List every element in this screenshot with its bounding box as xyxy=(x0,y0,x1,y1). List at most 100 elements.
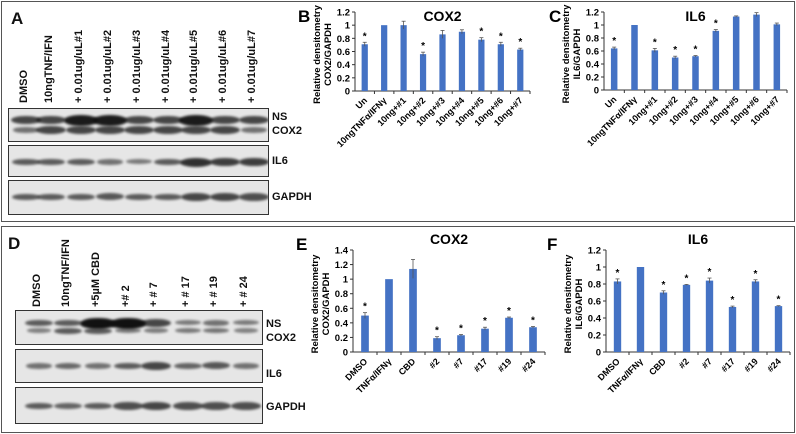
y-tick-label: 0.8 xyxy=(586,34,599,45)
y-tick-label: 0 xyxy=(345,87,350,98)
y-tick-label: 1 xyxy=(343,275,349,286)
significance-marker: * xyxy=(662,280,666,291)
band xyxy=(25,402,53,410)
band xyxy=(11,116,41,124)
panel-letter-d: D xyxy=(8,234,21,253)
bar xyxy=(481,328,489,352)
y-tick-label: 0.2 xyxy=(586,73,599,84)
significance-marker: * xyxy=(708,267,712,278)
x-tick-label: #17 xyxy=(719,356,737,374)
y-tick-label: 0.2 xyxy=(588,331,601,342)
band xyxy=(54,402,82,409)
band xyxy=(13,127,39,133)
significance-marker: * xyxy=(531,316,535,327)
bar xyxy=(705,280,714,352)
y-tick-label: 0.2 xyxy=(337,73,350,84)
panel-letter: E xyxy=(296,235,307,254)
y-axis-label: COX2/GAPDH xyxy=(321,272,332,335)
band xyxy=(66,126,96,134)
panel-letter: F xyxy=(547,235,557,254)
bottom-panel-frame xyxy=(1,226,795,433)
significance-marker: * xyxy=(714,19,718,30)
significance-marker: * xyxy=(777,295,781,306)
x-tick-label: #7 xyxy=(700,356,714,370)
blot-gapdh xyxy=(15,387,263,424)
band xyxy=(238,157,268,167)
band xyxy=(125,193,153,201)
significance-marker: * xyxy=(653,37,657,48)
band xyxy=(26,363,52,369)
band xyxy=(179,115,213,126)
band xyxy=(84,402,112,410)
band xyxy=(141,319,171,327)
x-tick-label: #24 xyxy=(520,356,538,374)
chart-c: C IL6 Relative densitometry IL6/GAPDH 0 0.2 0.… xyxy=(549,4,788,148)
significance-marker: * xyxy=(754,269,758,280)
y-axis-label: Relative densitometry xyxy=(561,4,572,103)
significance-marker: * xyxy=(421,41,425,52)
band xyxy=(210,193,240,201)
y-tick-label: 0 xyxy=(594,86,599,97)
bar xyxy=(457,335,465,352)
bar xyxy=(774,306,783,352)
y-tick-label: 1.2 xyxy=(335,260,348,271)
bar xyxy=(361,315,369,352)
band xyxy=(233,363,259,369)
band xyxy=(153,126,183,134)
band xyxy=(54,319,82,327)
band xyxy=(124,126,154,134)
blot-label-il6: IL6 xyxy=(272,155,288,167)
blot-label-gapdh: GAPDH xyxy=(272,191,312,203)
y-tick-label: 1.2 xyxy=(337,8,350,19)
chart-f: F IL6 Relative densitometry IL6/GAPDH 0 0.2 0.… xyxy=(547,231,791,395)
significance-marker: * xyxy=(363,302,367,313)
band xyxy=(153,116,183,124)
x-tick-label: #19 xyxy=(496,356,514,374)
x-tick-label: Un xyxy=(603,94,619,110)
band xyxy=(175,320,201,326)
top-panel-frame xyxy=(1,1,795,222)
chart-b: B COX2 Relative densitometry COX2/GAPDH 0 0.2… xyxy=(298,4,531,149)
band xyxy=(93,115,127,126)
bar xyxy=(613,281,622,352)
bar xyxy=(458,31,466,91)
significance-marker: * xyxy=(479,27,483,38)
y-tick-label: 1.2 xyxy=(586,8,599,19)
bar xyxy=(529,327,537,352)
band xyxy=(233,320,259,326)
y-tick-label: 0 xyxy=(596,348,601,359)
band xyxy=(233,328,259,333)
y-tick-label: 0.8 xyxy=(335,289,348,300)
significance-marker: * xyxy=(612,36,616,47)
y-tick-label: 1.2 xyxy=(588,246,601,257)
y-axis-label: Relative densitometry xyxy=(310,254,321,353)
y-tick-label: 0.2 xyxy=(335,333,348,344)
significance-marker: * xyxy=(685,273,689,284)
significance-marker: * xyxy=(459,324,463,335)
chart-e: E COX2 Relative densitometry COX2/GAPDH 0 0.2… xyxy=(296,231,546,395)
x-tick-label: Un xyxy=(354,95,370,111)
bar xyxy=(497,44,504,91)
band xyxy=(231,402,261,410)
y-tick-label: 0.6 xyxy=(586,47,599,58)
bar xyxy=(773,24,781,91)
band xyxy=(37,158,65,166)
band xyxy=(95,193,125,201)
band xyxy=(239,116,268,124)
y-tick-label: 0.4 xyxy=(586,60,600,71)
y-axis-label: Relative densitometry xyxy=(312,4,323,103)
significance-marker: * xyxy=(363,31,367,42)
y-tick-label: 0.4 xyxy=(588,314,602,325)
x-tick-label: #17 xyxy=(472,356,490,374)
significance-marker: * xyxy=(694,45,698,56)
band xyxy=(124,116,154,124)
blot-label-cox2: COX2 xyxy=(272,125,302,137)
significance-marker: * xyxy=(616,268,620,279)
band xyxy=(25,319,53,327)
y-tick-label: 0.6 xyxy=(337,47,350,58)
y-tick-label: 0.8 xyxy=(337,34,350,45)
band xyxy=(143,328,169,334)
bar xyxy=(419,54,427,91)
band xyxy=(26,328,52,333)
